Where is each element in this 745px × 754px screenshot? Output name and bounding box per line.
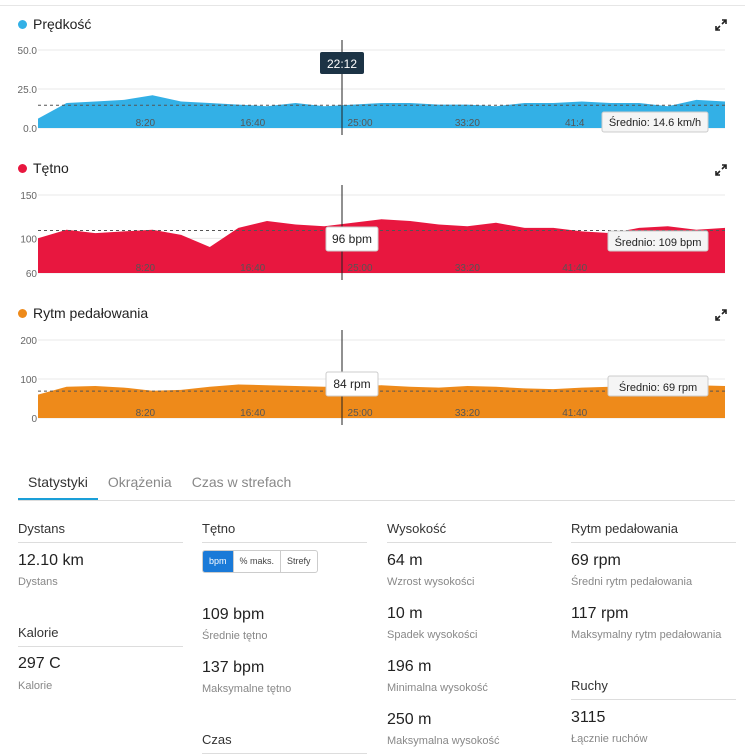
average-label: Średnio: 69 rpm bbox=[619, 381, 697, 394]
y-tick-label: 50.0 bbox=[18, 46, 38, 57]
calories-label: Kalorie bbox=[18, 680, 52, 692]
x-tick-label: 33:20 bbox=[455, 263, 480, 274]
y-tick-label: 100 bbox=[20, 375, 37, 386]
cadence-title: Rytm pedałowania bbox=[33, 305, 148, 321]
x-tick-label: 25:00 bbox=[348, 263, 373, 274]
strokes-value: 3115 bbox=[571, 709, 605, 727]
elevation-loss-value: 10 m bbox=[387, 605, 423, 623]
hr-max-label: Maksymalne tętno bbox=[202, 683, 291, 695]
y-tick-label: 200 bbox=[20, 336, 37, 347]
elevation-min-value: 196 m bbox=[387, 658, 431, 676]
y-tick-label: 0.0 bbox=[23, 124, 37, 135]
strokes-head: Ruchy bbox=[571, 678, 736, 700]
hr-unit-percent-max[interactable]: % maks. bbox=[234, 551, 282, 572]
elevation-min-label: Minimalna wysokość bbox=[387, 682, 488, 694]
time-head: Czas bbox=[202, 732, 367, 754]
cursor-value-text: 96 bpm bbox=[332, 232, 372, 246]
speed-dot-icon bbox=[18, 20, 27, 29]
elevation-head: Wysokość bbox=[387, 521, 552, 543]
x-tick-label: 16:40 bbox=[240, 118, 265, 129]
average-label: Średnio: 14.6 km/h bbox=[609, 116, 701, 129]
elevation-max-value: 250 m bbox=[387, 711, 431, 729]
strokes-label: Łącznie ruchów bbox=[571, 733, 647, 745]
elevation-gain-value: 64 m bbox=[387, 552, 423, 570]
elevation-loss-label: Spadek wysokości bbox=[387, 629, 478, 641]
stats-tabs: Statystyki Okrążenia Czas w strefach bbox=[18, 470, 735, 501]
elevation-max-label: Maksymalna wysokość bbox=[387, 735, 499, 747]
cursor-value-text: 84 rpm bbox=[333, 377, 370, 391]
y-tick-label: 100 bbox=[20, 234, 37, 245]
hr-unit-zones[interactable]: Strefy bbox=[281, 551, 317, 572]
y-tick-label: 0 bbox=[31, 414, 37, 425]
x-tick-label: 25:00 bbox=[348, 118, 373, 129]
distance-value: 12.10 km bbox=[18, 552, 84, 570]
cadence-chart[interactable]: 0 100 200 8:20 16:40 25:00 33:20 41:40 84 rpm Śre… bbox=[0, 330, 745, 425]
x-tick-label: 8:20 bbox=[136, 118, 156, 129]
hr-unit-toggle: bpm % maks. Strefy bbox=[202, 550, 318, 573]
cadence-dot-icon bbox=[18, 309, 27, 318]
x-tick-label: 8:20 bbox=[136, 408, 156, 419]
hr-unit-bpm[interactable]: bpm bbox=[203, 551, 234, 572]
calories-head: Kalorie bbox=[18, 625, 183, 647]
hr-max-value: 137 bpm bbox=[202, 659, 264, 677]
speed-title: Prędkość bbox=[33, 16, 91, 32]
x-tick-label: 41:40 bbox=[562, 408, 587, 419]
x-tick-label: 41:40 bbox=[562, 263, 587, 274]
y-tick-label: 25.0 bbox=[18, 85, 38, 96]
cadence-max-label: Maksymalny rytm pedałowania bbox=[571, 629, 721, 641]
expand-icon[interactable] bbox=[715, 309, 727, 321]
cadence-avg-label: Średni rytm pedałowania bbox=[571, 576, 692, 588]
average-label: Średnio: 109 bpm bbox=[615, 236, 702, 249]
tab-czas-w-strefach[interactable]: Czas w strefach bbox=[182, 470, 302, 500]
top-divider bbox=[0, 5, 745, 6]
cadence-chart-title: Rytm pedałowania bbox=[18, 305, 148, 321]
hr-chart[interactable]: 60 100 150 8:20 16:40 25:00 33:20 41:40 96 bpm Śr… bbox=[0, 185, 745, 280]
distance-head: Dystans bbox=[18, 521, 183, 543]
tab-okrazenia[interactable]: Okrążenia bbox=[98, 470, 182, 500]
cadence-avg-value: 69 rpm bbox=[571, 552, 621, 570]
x-tick-label: 8:20 bbox=[136, 263, 156, 274]
cadence-max-value: 117 rpm bbox=[571, 605, 629, 623]
x-tick-label: 33:20 bbox=[455, 408, 480, 419]
distance-label: Dystans bbox=[18, 576, 58, 588]
hr-title: Tętno bbox=[33, 160, 69, 176]
tab-statystyki[interactable]: Statystyki bbox=[18, 470, 98, 500]
cadence-stats-head: Rytm pedałowania bbox=[571, 521, 736, 543]
cursor-time-text: 22:12 bbox=[327, 57, 357, 71]
x-tick-label: 16:40 bbox=[240, 263, 265, 274]
hr-stats-head: Tętno bbox=[202, 521, 367, 543]
x-tick-label: 16:40 bbox=[240, 408, 265, 419]
expand-icon[interactable] bbox=[715, 164, 727, 176]
calories-value: 297 C bbox=[18, 655, 61, 673]
speed-chart[interactable]: 0.0 25.0 50.0 8:20 16:40 25:00 33:20 41:4 22:12 Ś… bbox=[0, 40, 745, 135]
y-tick-label: 60 bbox=[26, 269, 38, 280]
speed-chart-title: Prędkość bbox=[18, 16, 91, 32]
y-tick-label: 150 bbox=[20, 191, 37, 202]
hr-avg-value: 109 bpm bbox=[202, 606, 264, 624]
hr-dot-icon bbox=[18, 164, 27, 173]
x-tick-label: 25:00 bbox=[348, 408, 373, 419]
x-tick-label: 33:20 bbox=[455, 118, 480, 129]
expand-icon[interactable] bbox=[715, 19, 727, 31]
hr-avg-label: Średnie tętno bbox=[202, 630, 267, 642]
x-tick-label: 41:4 bbox=[565, 118, 585, 129]
elevation-gain-label: Wzrost wysokości bbox=[387, 576, 474, 588]
hr-chart-title: Tętno bbox=[18, 160, 69, 176]
